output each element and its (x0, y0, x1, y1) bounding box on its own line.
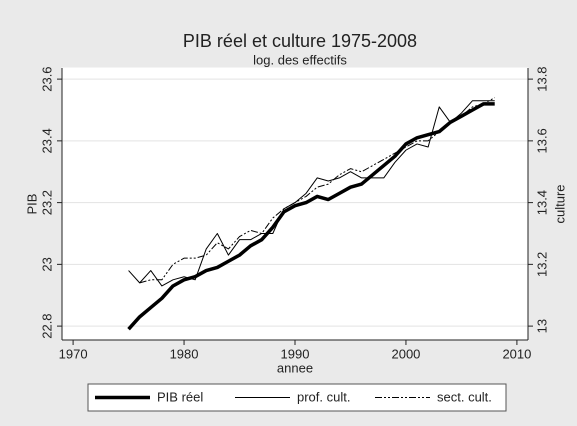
y2-axis-label: culture (552, 184, 567, 223)
y-tick-label: 22.8 (39, 313, 54, 338)
y-axis-label: PIB (24, 194, 39, 215)
legend-label: sect. cult. (437, 389, 492, 404)
y-tick-label: 23.6 (39, 66, 54, 91)
legend-label: prof. cult. (297, 389, 350, 404)
x-tick-label: 1980 (170, 346, 199, 361)
y2-tick-label: 13.4 (534, 190, 549, 215)
line-series (128, 100, 495, 287)
x-tick-label: 2010 (502, 346, 531, 361)
y-tick-label: 23.4 (39, 128, 54, 153)
y2-tick-label: 13 (534, 319, 549, 333)
x-tick-label: 1990 (281, 346, 310, 361)
legend (87, 383, 507, 412)
x-tick-label: 1970 (59, 346, 88, 361)
chart-title: PIB réel et culture 1975-2008 (183, 31, 417, 51)
y-tick-label: 23 (39, 257, 54, 271)
y2-tick-label: 13.6 (534, 128, 549, 153)
line-series (139, 97, 495, 284)
y2-tick-label: 13.2 (534, 252, 549, 277)
y2-tick-label: 13.8 (534, 66, 549, 91)
y-tick-label: 23.2 (39, 190, 54, 215)
x-tick-label: 2000 (391, 346, 420, 361)
legend-label: PIB réel (157, 389, 203, 404)
chart-subtitle: log. des effectifs (253, 52, 347, 67)
x-axis-label: annee (277, 360, 313, 375)
